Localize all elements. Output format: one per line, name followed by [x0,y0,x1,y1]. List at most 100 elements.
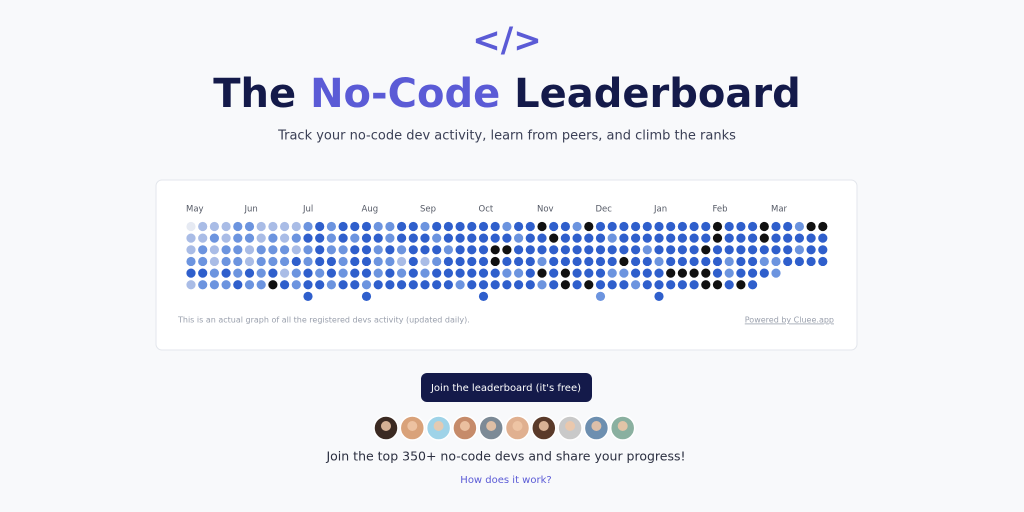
activity-dot [689,245,699,255]
activity-dot [280,256,290,267]
activity-dot [432,280,442,290]
activity-dot [350,268,360,278]
activity-dot [666,268,676,278]
activity-dot [619,280,629,290]
activity-dot [186,221,196,232]
activity-dot [724,221,734,232]
activity-dot [478,268,489,278]
activity-dot [443,221,453,232]
activity-dot [432,233,442,243]
activity-dot [291,233,301,243]
activity-dot [631,245,641,255]
activity-dot [361,268,372,278]
activity-dot [584,245,594,255]
join-button[interactable] [421,373,592,402]
join-button-label[interactable]: Join the leaderboard (it's free) [430,383,581,394]
activity-dot [186,233,196,243]
activity-dot [455,233,465,243]
activity-dot [549,233,559,243]
activity-dot [280,245,290,255]
activity-dot [303,233,313,243]
activity-dot [771,233,781,243]
avatars [373,415,636,441]
month-label: Mar [771,205,788,215]
activity-dot [420,256,430,267]
footnote: This is an actual graph of all the regis… [177,316,470,325]
activity-dot [315,280,325,290]
avatar-face [565,421,576,431]
activity-graph: May Jun Jul Aug Sep Oct Nov Dec Jan Feb Mar [186,205,828,301]
activity-dot [701,268,711,278]
activity-dot [537,256,547,267]
activity-dot [198,268,208,278]
activity-dot [280,233,290,243]
how-link[interactable]: How does it work? [460,475,551,486]
activity-dot [736,256,746,267]
avatar-face [381,421,391,431]
activity-dot [467,221,477,232]
activity-dot [315,256,325,267]
activity-dot [572,221,582,232]
activity-dot [385,233,395,243]
activity-dot [385,221,395,232]
activity-dot [315,221,325,232]
activity-dot [244,221,255,232]
activity-dot [806,245,816,255]
activity-dot [408,245,418,255]
activity-dot [244,280,255,290]
activity-dot [326,268,336,278]
activity-dot [420,245,430,255]
activity-dot [385,256,395,267]
activity-dot [502,268,512,278]
activity-dot [619,221,629,232]
activity-dot [794,256,805,267]
activity-dot [221,280,231,290]
activity-dot [642,280,652,290]
activity-dot [502,233,512,243]
activity-dot [607,233,617,243]
activity-dot [701,280,711,290]
activity-dot [244,268,255,278]
activity-dot [478,221,489,232]
activity-dot [373,221,383,232]
activity-dot [443,280,453,290]
activity-dot [654,280,664,290]
activity-dot [467,268,477,278]
activity-dot [338,221,348,232]
activity-dot [186,280,196,290]
month-label: Jul [302,205,313,215]
avatar-face [617,421,628,431]
activity-dot [397,233,407,243]
activity-dot [326,280,336,290]
activity-dot [443,268,453,278]
activity-dot [595,245,606,255]
activity-dot [420,268,430,278]
activity-dot [525,245,535,255]
activity-dot [759,245,769,255]
activity-dot [560,245,571,255]
activity-dot [759,256,769,267]
activity-dot [478,245,489,255]
activity-dot [361,245,372,255]
activity-dot [748,245,758,255]
activity-dot [712,256,723,267]
activity-dot [560,280,571,290]
activity-dot [736,233,746,243]
activity-dot [607,245,617,255]
activity-dot [432,245,442,255]
activity-dot [326,256,336,267]
activity-dot [514,245,524,255]
activity-dot [794,233,805,243]
activity-dot [478,291,489,301]
powered-by[interactable]: Powered by Cluee.app [745,316,834,325]
activity-dot [291,268,301,278]
activity-dot [256,256,266,267]
activity-dot [315,245,325,255]
activity-dot [549,268,559,278]
activity-dot [467,233,477,243]
avatar-face [538,421,549,431]
activity-dot [303,291,313,301]
activity-dot [584,268,594,278]
